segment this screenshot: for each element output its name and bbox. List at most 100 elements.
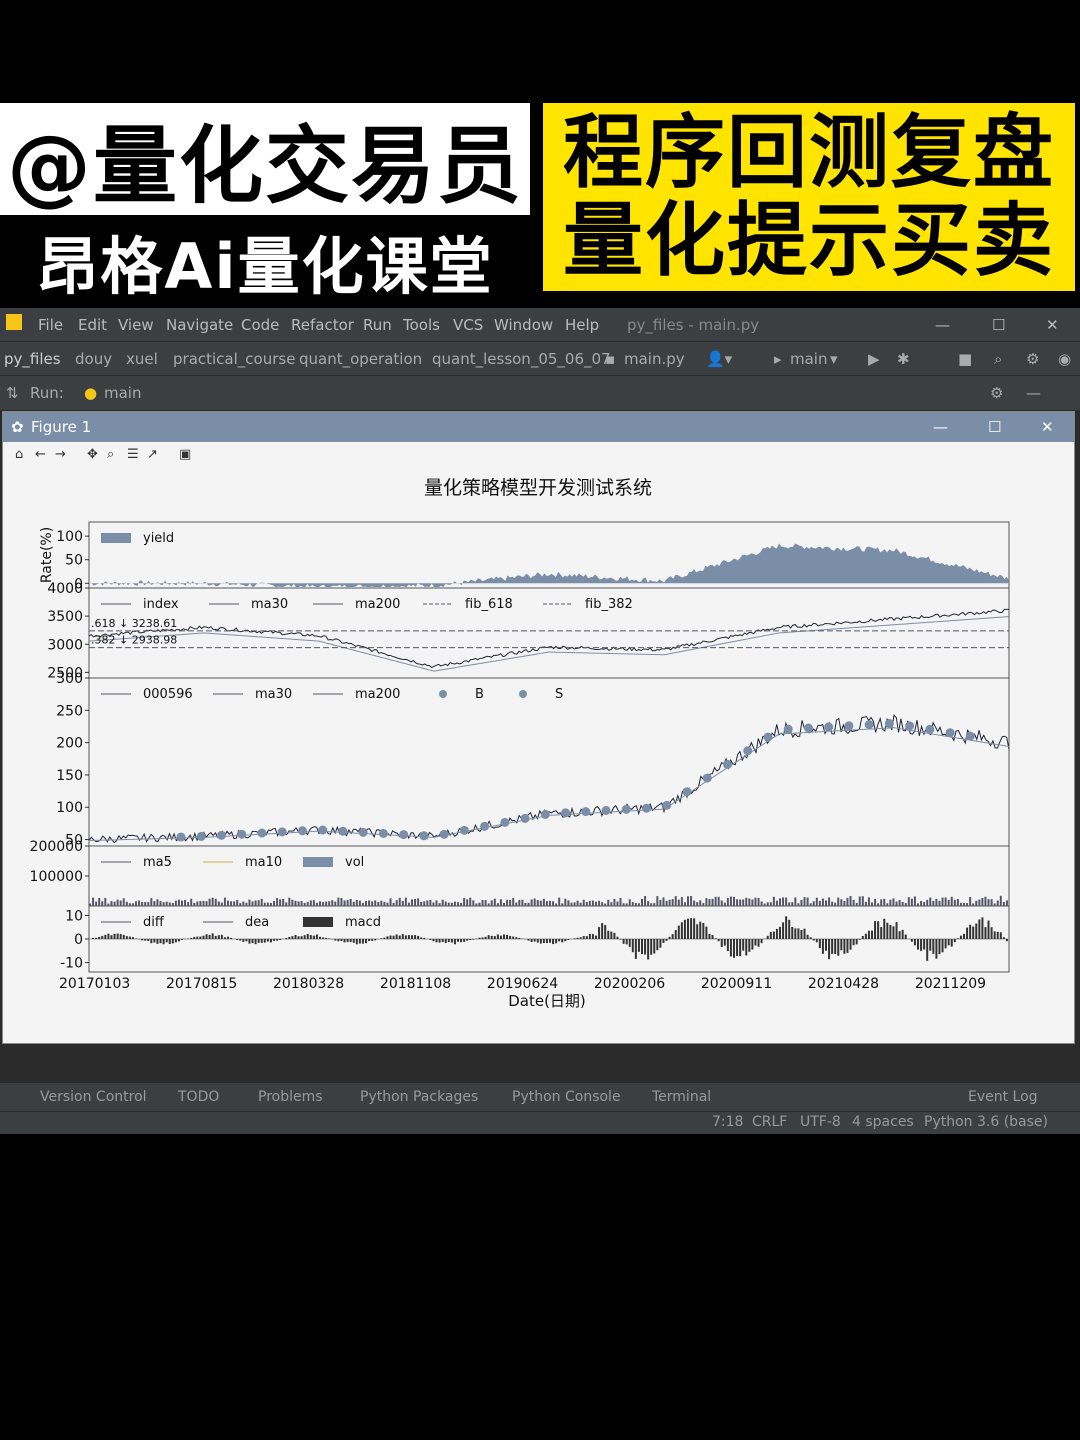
trade-marker (743, 746, 753, 756)
tool-problems[interactable]: Problems (258, 1089, 323, 1105)
macd-bar (950, 939, 953, 947)
macd-bar (892, 926, 895, 939)
breadcrumb-course[interactable]: practical_course (173, 350, 296, 368)
macd-bar (585, 936, 588, 939)
menu-help[interactable]: Help (565, 316, 600, 334)
stop-icon[interactable]: ■ (958, 350, 973, 368)
menu-view[interactable]: View (118, 316, 154, 334)
legend-label: S (555, 687, 563, 702)
macd-bar (447, 939, 450, 943)
menu-navigate[interactable]: Navigate (166, 316, 234, 334)
tool-todo[interactable]: TODO (178, 1089, 220, 1105)
figure-titlebar[interactable]: ✿ Figure 1 — ☐ ✕ (3, 412, 1074, 442)
menu-window[interactable]: Window (494, 316, 554, 334)
macd-bar (910, 939, 913, 942)
home-icon[interactable]: ⌂ (15, 447, 24, 462)
line-separator[interactable]: CRLF (752, 1114, 788, 1130)
volume-bar (248, 899, 251, 906)
tool-version-control[interactable]: Version Control (40, 1089, 147, 1105)
macd-bar (634, 939, 637, 959)
zoom-icon[interactable]: ⌕ (107, 447, 115, 462)
search-icon[interactable]: ⌕ (994, 350, 1003, 368)
tool-event-log[interactable]: Event Log (968, 1089, 1038, 1105)
settings-icon[interactable]: ⚙ (990, 384, 1004, 402)
volume-bar (950, 896, 953, 906)
trade-marker (439, 829, 449, 839)
macd-bar (122, 934, 125, 939)
volume-bar (956, 899, 959, 906)
back-icon[interactable]: ← (35, 447, 46, 462)
file-tab[interactable]: main.py (624, 350, 685, 368)
macd-bar (601, 923, 604, 939)
minimize-icon[interactable]: — (935, 316, 950, 334)
file-encoding[interactable]: UTF-8 (800, 1114, 841, 1130)
chevron-down-icon[interactable]: ▾ (830, 350, 838, 368)
branch-selector[interactable]: main (790, 350, 828, 368)
plugin-icon[interactable]: ◉ (1058, 350, 1072, 368)
indent-setting[interactable]: 4 spaces (852, 1114, 914, 1130)
run-config-tab[interactable]: main (104, 384, 142, 402)
menu-run[interactable]: Run (363, 316, 392, 334)
macd-bar (368, 939, 371, 942)
close-icon[interactable]: ✕ (1041, 418, 1054, 436)
volume-bar (128, 903, 131, 906)
macd-bar (932, 939, 935, 954)
menu-file[interactable]: File (38, 316, 64, 334)
menu-edit[interactable]: Edit (78, 316, 108, 334)
macd-bar (273, 939, 275, 941)
save-icon[interactable]: ▣ (179, 447, 192, 462)
menu-code[interactable]: Code (241, 316, 280, 334)
volume-bar (634, 903, 637, 906)
trade-marker (621, 804, 631, 814)
volume-bar (395, 900, 398, 906)
menu-vcs[interactable]: VCS (453, 316, 484, 334)
volume-bar (506, 899, 509, 906)
tool-python-packages[interactable]: Python Packages (360, 1089, 479, 1105)
pan-icon[interactable]: ✥ (87, 447, 98, 462)
macd-bar (398, 935, 401, 939)
debug-icon[interactable]: ✱ (897, 350, 910, 368)
macd-bar (920, 939, 923, 951)
breadcrumb-operation[interactable]: quant_operation (299, 350, 423, 368)
macd-bar (996, 931, 999, 939)
tool-terminal[interactable]: Terminal (652, 1089, 712, 1105)
breadcrumb-xuel[interactable]: xuel (126, 350, 158, 368)
forward-icon[interactable]: → (55, 447, 66, 462)
macd-bar (515, 937, 518, 939)
macd-bar (242, 939, 245, 942)
edit-axis-icon[interactable]: ↗ (147, 447, 158, 462)
menu-refactor[interactable]: Refactor (291, 316, 354, 334)
volume-bar (119, 900, 122, 906)
tool-python-console[interactable]: Python Console (512, 1089, 621, 1105)
trade-marker (824, 722, 834, 732)
volume-bar (352, 901, 355, 906)
breadcrumb-root[interactable]: py_files (4, 350, 61, 368)
minimize-icon[interactable]: — (933, 418, 948, 436)
volume-bar (493, 898, 496, 906)
volume-bar (729, 896, 732, 906)
breadcrumb-douy[interactable]: douy (75, 350, 113, 368)
maximize-icon[interactable]: ☐ (992, 316, 1006, 334)
macd-bar (595, 935, 597, 939)
hide-icon[interactable]: — (1026, 384, 1041, 402)
breadcrumb-lesson[interactable]: quant_lesson_05_06_07 (432, 350, 611, 368)
x-tick-label: 20180328 (273, 976, 344, 992)
interpreter[interactable]: Python 3.6 (base) (924, 1114, 1048, 1130)
macd-bar (662, 939, 665, 943)
run-icon[interactable]: ▶ (868, 350, 880, 368)
close-icon[interactable]: ✕ (1046, 316, 1059, 334)
volume-bar (521, 899, 524, 906)
macd-bar (671, 934, 674, 939)
macd-bar (346, 939, 349, 943)
volume-bar (487, 903, 490, 906)
x-tick-label: 20200911 (701, 976, 772, 992)
macd-bar (533, 939, 536, 942)
trade-marker (662, 800, 672, 810)
user-icon[interactable]: 👤▾ (706, 350, 733, 368)
cursor-position[interactable]: 7:18 (712, 1114, 744, 1130)
maximize-icon[interactable]: ☐ (988, 418, 1002, 436)
menu-tools[interactable]: Tools (403, 316, 440, 334)
macd-bar (953, 939, 956, 943)
gear-icon[interactable]: ⚙ (1026, 350, 1040, 368)
configure-icon[interactable]: ☰ (127, 447, 139, 462)
